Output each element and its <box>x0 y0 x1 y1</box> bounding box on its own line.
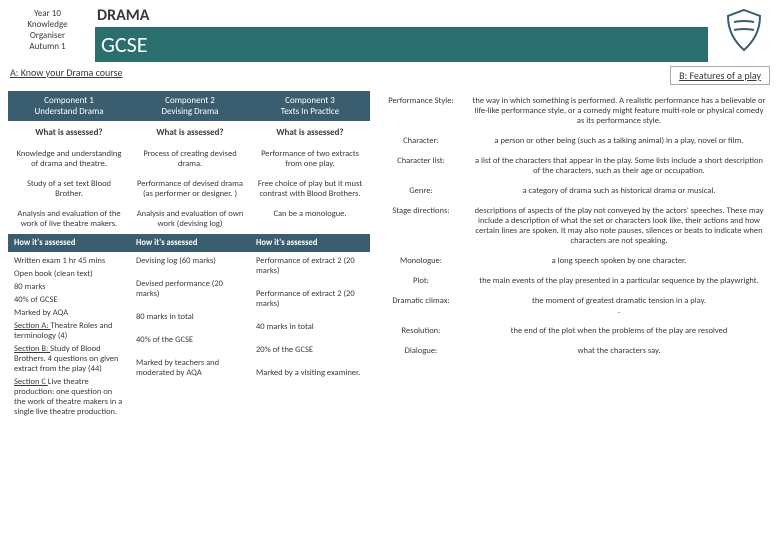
org-line1: Year 10 Knowledge <box>14 8 81 30</box>
assess2: Devising log (60 marks) Devised performa… <box>130 252 250 424</box>
a3l3: 40 marks in total <box>256 322 364 332</box>
a2l5: Marked by teachers and moderated by AQA <box>136 358 244 378</box>
content-area: Component 1 Understand Drama Component 2… <box>0 87 780 428</box>
def: the moment of greatest dramatic tension … <box>466 294 772 318</box>
assess3: Performance of extract 2 (20 marks) Perf… <box>250 252 370 424</box>
feat-row: Plot:the main events of the play present… <box>376 271 772 291</box>
a1l8: Section C Live theatre production: one q… <box>14 377 124 417</box>
q2: What is assessed? <box>130 121 250 144</box>
a1l2: Open book (clean text) <box>14 269 124 279</box>
how1: How it's assessed <box>8 234 130 252</box>
def: the end of the plot when the problems of… <box>466 324 772 338</box>
section-bar: A: Know your Drama course B: Features of… <box>0 62 780 87</box>
def: a long speech spoken by one character. <box>466 254 772 268</box>
table-row: Study of a set text Blood Brother. Perfo… <box>8 174 370 204</box>
section-a-title: A: Know your Drama course <box>10 66 122 85</box>
feat-row: Performance Style:the way in which somet… <box>376 91 772 131</box>
comp2-header: Component 2 Devising Drama <box>130 91 250 121</box>
term: Monologue: <box>376 254 466 268</box>
assess1: Written exam 1 hr 45 mins Open book (cle… <box>8 252 130 424</box>
q1: What is assessed? <box>8 121 130 144</box>
title-block: DRAMA GCSE <box>95 0 708 62</box>
a1l7: Section B: Study of Blood Brothers. 4 qu… <box>14 344 124 374</box>
term: Resolution: <box>376 324 466 338</box>
org-line2: Organiser <box>14 30 81 41</box>
feat-row: Dialogue:what the characters say. <box>376 341 772 361</box>
term: Dialogue: <box>376 344 466 358</box>
r3c2: Analysis and evaluation of own work (dev… <box>130 204 250 234</box>
q3: What is assessed? <box>250 121 370 144</box>
feat-row: Character:a person or other being (such … <box>376 131 772 151</box>
r2c2: Performance of devised drama (as perform… <box>130 174 250 204</box>
r3c3: Can be a monologue. <box>250 204 370 234</box>
r2c1: Study of a set text Blood Brother. <box>8 174 130 204</box>
r1c2: Process of creating devised drama. <box>130 144 250 174</box>
a1l3: 80 marks <box>14 282 124 292</box>
org-line3: Autumn 1 <box>14 41 81 52</box>
comp3-header: Component 3 Texts In Practice <box>250 91 370 121</box>
term: Plot: <box>376 274 466 288</box>
def: the way in which something is performed.… <box>466 94 772 128</box>
a2l3: 80 marks in total <box>136 312 244 322</box>
table-question-row: What is assessed? What is assessed? What… <box>8 121 370 144</box>
table-row: Knowledge and understanding of drama and… <box>8 144 370 174</box>
page-header: Year 10 Knowledge Organiser Autumn 1 DRA… <box>0 0 780 62</box>
how3: How it's assessed <box>250 234 370 252</box>
a3l1: Performance of extract 2 (20 marks) <box>256 256 364 276</box>
a3l2: Performance of extract 2 (20 marks) <box>256 289 364 309</box>
r1c3: Performance of two extracts from one pla… <box>250 144 370 174</box>
term: Dramatic climax: <box>376 294 466 318</box>
term: Genre: <box>376 184 466 198</box>
features-table: Performance Style:the way in which somet… <box>376 91 772 424</box>
organiser-block: Year 10 Knowledge Organiser Autumn 1 <box>0 0 95 62</box>
feat-row: Resolution:the end of the plot when the … <box>376 321 772 341</box>
a3l4: 20% of the GCSE <box>256 345 364 355</box>
a1l1: Written exam 1 hr 45 mins <box>14 256 124 266</box>
r3c1: Analysis and evaluation of the work of l… <box>8 204 130 234</box>
feat-row: Dramatic climax:the moment of greatest d… <box>376 291 772 321</box>
term: Character: <box>376 134 466 148</box>
r1c1: Knowledge and understanding of drama and… <box>8 144 130 174</box>
def: what the characters say. <box>466 344 772 358</box>
feat-row: Stage directions:descriptions of aspects… <box>376 201 772 251</box>
table-row: Analysis and evaluation of the work of l… <box>8 204 370 234</box>
shield-icon <box>720 6 768 54</box>
a1l4: 40% of GCSE <box>14 295 124 305</box>
a3l5: Marked by a visiting examiner. <box>256 368 364 378</box>
drama-title: DRAMA <box>97 6 708 25</box>
def: a person or other being (such as a talki… <box>466 134 772 148</box>
gcse-bar: GCSE <box>95 27 708 62</box>
how-assessed-row: How it's assessed How it's assessed How … <box>8 234 370 252</box>
table-header-row: Component 1 Understand Drama Component 2… <box>8 91 370 121</box>
a2l1: Devising log (60 marks) <box>136 256 244 266</box>
comp1-header: Component 1 Understand Drama <box>8 91 130 121</box>
feat-row: Genre:a category of drama such as histor… <box>376 181 772 201</box>
term: Character list: <box>376 154 466 178</box>
term: Performance Style: <box>376 94 466 128</box>
a2l2: Devised performance (20 marks) <box>136 279 244 299</box>
feat-row: Monologue:a long speech spoken by one ch… <box>376 251 772 271</box>
r2c3: Free choice of play but it must contrast… <box>250 174 370 204</box>
section-b-title: B: Features of a play <box>670 66 770 85</box>
term: Stage directions: <box>376 204 466 248</box>
components-table: Component 1 Understand Drama Component 2… <box>8 91 370 424</box>
assess-row: Written exam 1 hr 45 mins Open book (cle… <box>8 252 370 424</box>
gcse-text: GCSE <box>101 31 147 58</box>
def: a category of drama such as historical d… <box>466 184 772 198</box>
def: a list of the characters that appear in … <box>466 154 772 178</box>
def: descriptions of aspects of the play not … <box>466 204 772 248</box>
a1l5: Marked by AQA <box>14 308 124 318</box>
a2l4: 40% of the GCSE <box>136 335 244 345</box>
how2: How it's assessed <box>130 234 250 252</box>
a1l6: Section A: Theatre Roles and terminology… <box>14 321 124 341</box>
feat-row: Character list:a list of the characters … <box>376 151 772 181</box>
def: the main events of the play presented in… <box>466 274 772 288</box>
